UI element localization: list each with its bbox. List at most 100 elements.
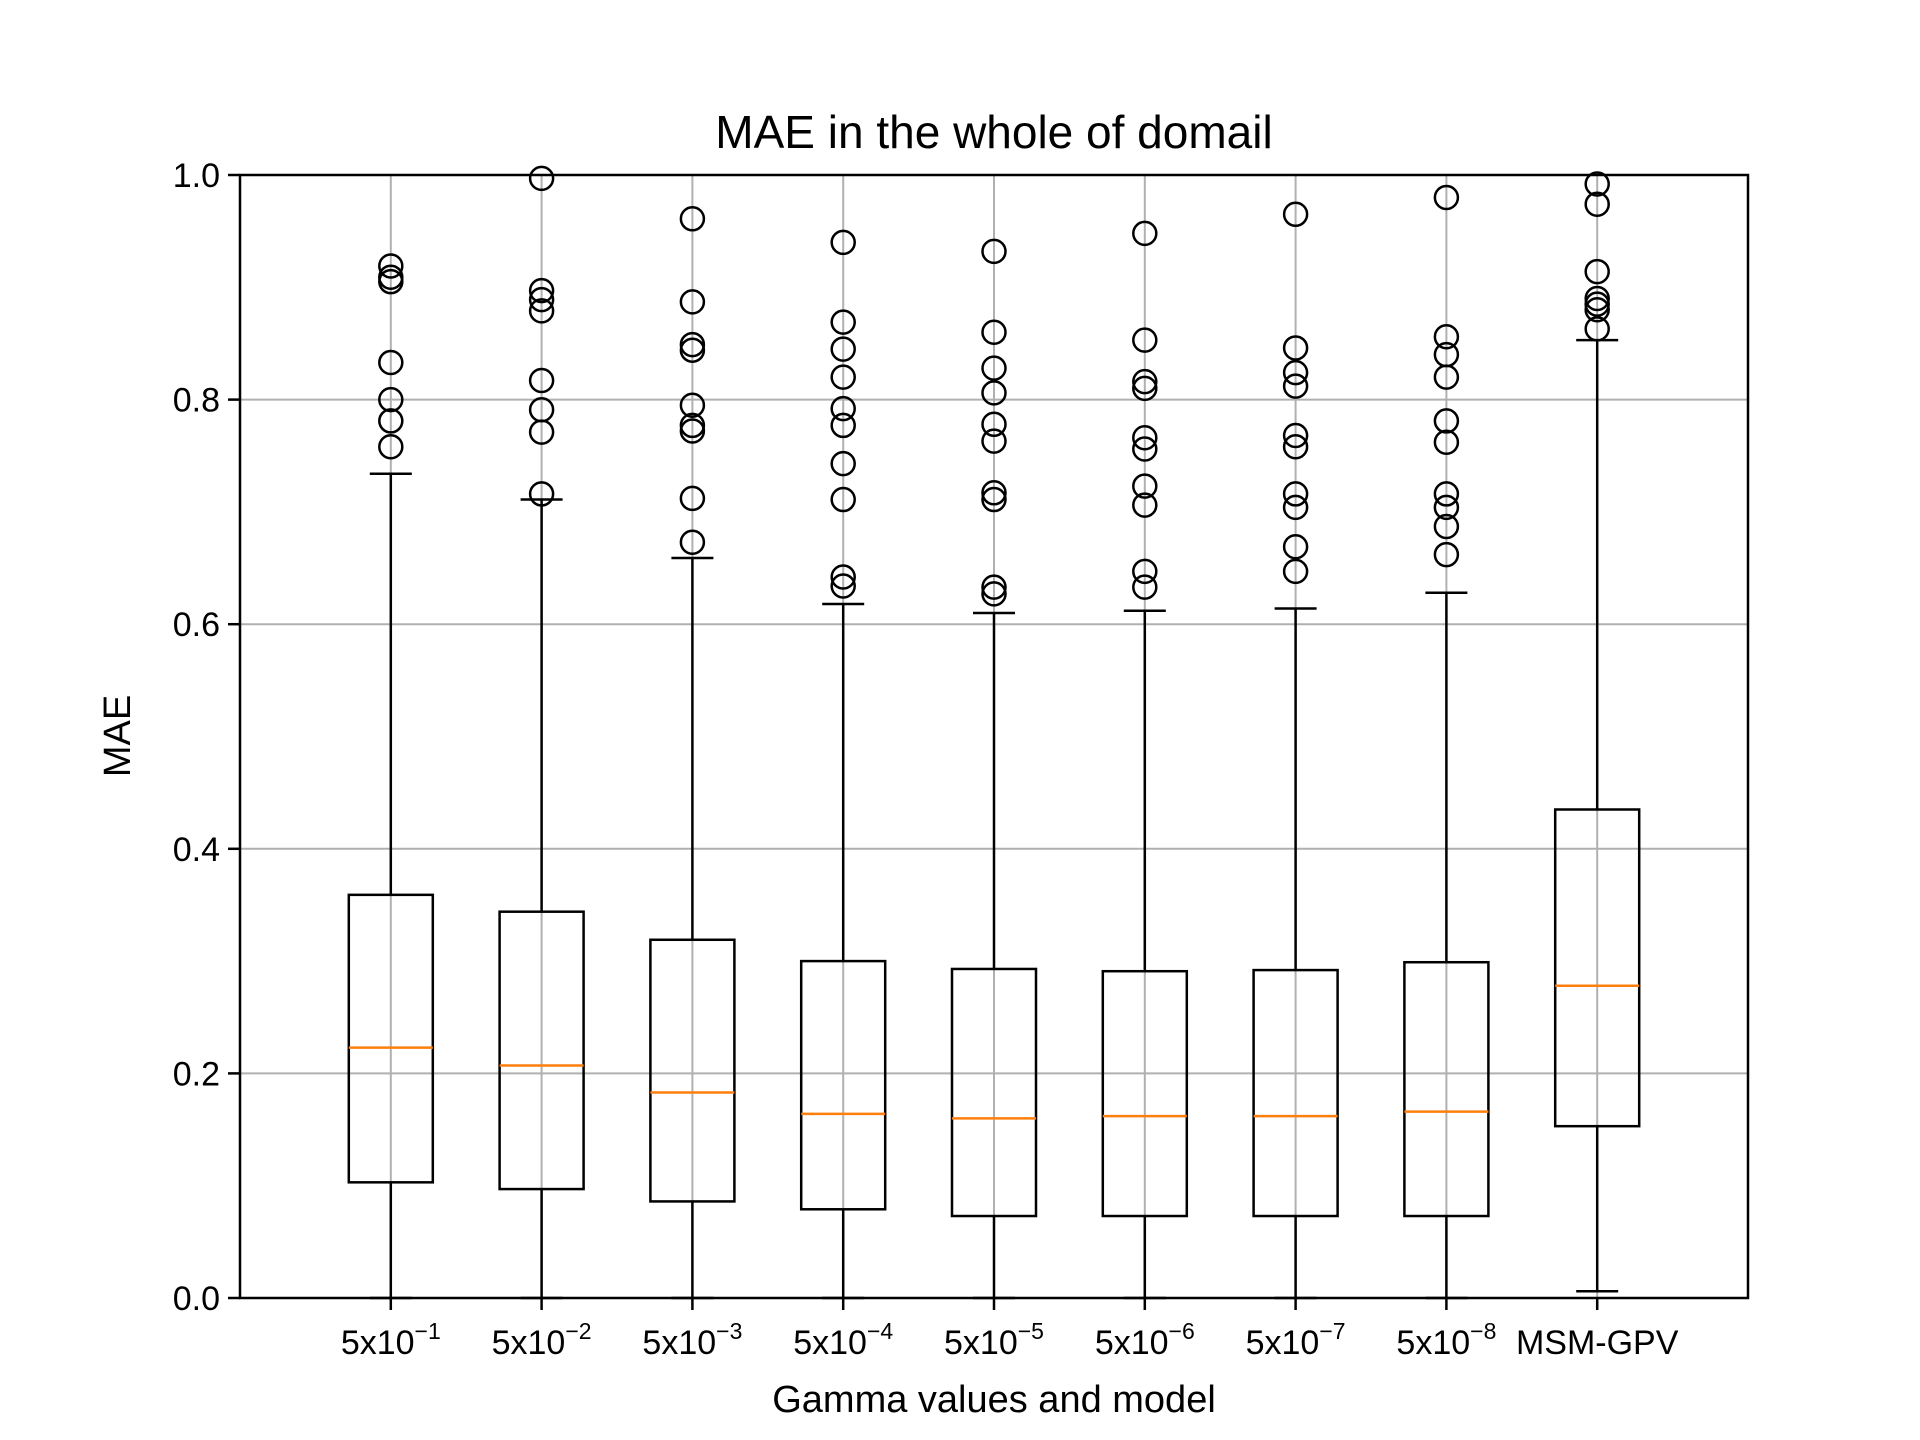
outlier-point [1433,494,1460,521]
outlier-point [1282,533,1309,560]
iqr-box [950,967,1038,1218]
outlier-point [1433,184,1460,211]
outlier-point [1132,425,1158,451]
x-tick-label: 5x10−6 [1095,1318,1195,1362]
box-group [498,165,585,1300]
outlier-point [981,574,1007,600]
outlier-point [830,486,856,513]
outlier-point [679,331,706,358]
outlier-point [1132,436,1158,462]
x-tick-label: 5x10−4 [793,1318,893,1362]
outlier-point [378,386,404,413]
outlier-point [378,264,404,290]
x-tick-label: 5x10−7 [1246,1318,1346,1362]
outlier-point [1433,541,1460,568]
outlier-point [679,392,706,418]
outlier-point [830,450,856,477]
outlier-point [1584,285,1610,312]
outlier-point [1282,335,1309,361]
outlier-point [830,412,856,439]
iqr-box [1553,808,1641,1128]
outlier-point [528,165,555,192]
outlier-point [1282,481,1309,507]
outlier-point [981,238,1007,265]
chart-title: MAE in the whole of domail [715,106,1272,158]
outlier-point [830,229,856,256]
outlier-point [378,253,404,279]
y-tick-label: 1.0 [173,157,220,195]
y-tick-label: 0.4 [173,831,220,869]
outlier-point [528,396,555,423]
iqr-box [649,938,736,1203]
outlier-point [1433,341,1460,368]
outlier-point [981,480,1007,506]
outlier-point [1282,201,1309,228]
x-tick-label: 5x10−8 [1396,1318,1496,1362]
x-tick-label: 5x10−5 [944,1318,1044,1362]
iqr-box [1403,960,1490,1218]
outlier-point [528,277,555,304]
outlier-point [1132,220,1158,247]
outlier-point [1584,191,1610,217]
outlier-point [981,411,1007,438]
x-tick-label: 5x10−1 [341,1318,441,1362]
outlier-point [830,336,856,362]
outlier-point [1584,316,1610,342]
outlier-point [679,206,706,232]
outlier-point [1132,368,1158,395]
outlier-point [981,355,1007,381]
outlier-point [1282,422,1309,449]
outlier-point [679,412,706,439]
iqr-box [347,893,435,1184]
outlier-point [1282,373,1309,399]
outlier-point [1132,558,1158,585]
outlier-point [1282,558,1309,585]
outlier-point [1433,323,1460,350]
outlier-point [378,434,404,460]
iqr-box [1252,968,1339,1218]
y-tick-label: 0.6 [173,606,220,644]
outlier-point [1584,258,1610,285]
outlier-point [830,573,856,599]
y-tick-label: 0.2 [173,1055,220,1093]
outlier-point [1132,574,1158,600]
outlier-point [1282,494,1309,521]
outlier-point [679,418,706,444]
outlier-point [1584,171,1610,197]
outlier-point [1282,434,1309,460]
outlier-point [679,289,706,315]
y-tick-label: 0.0 [173,1280,220,1318]
outlier-point [830,564,856,590]
outlier-point [981,319,1007,345]
outlier-point [679,337,706,363]
y-axis-label: MAE [97,695,139,777]
iqr-box [498,910,585,1191]
outlier-point [528,481,555,507]
iqr-box [799,959,887,1211]
y-tick-label: 0.8 [173,382,220,420]
box-series [347,165,1641,1300]
box-group [1252,201,1339,1300]
outlier-point [679,529,706,555]
outlier-point [981,486,1007,513]
outlier-point [981,428,1007,454]
x-axis-label: Gamma values and model [772,1379,1216,1421]
outlier-point [378,349,404,376]
box-group [950,238,1038,1300]
outlier-point [528,367,555,394]
outlier-point [1433,481,1460,507]
outlier-point [528,298,555,324]
outlier-point [1282,359,1309,386]
outlier-point [1433,429,1460,456]
outlier-point [1132,327,1158,353]
box-group [1553,171,1641,1293]
outlier-point [1433,408,1460,434]
outlier-point [1132,375,1158,402]
outlier-point [981,581,1007,607]
outlier-point [830,364,856,390]
box-group [1101,220,1189,1300]
outlier-point [1132,473,1158,499]
iqr-box [1101,969,1189,1218]
x-tick-label: 5x10−3 [642,1318,742,1362]
